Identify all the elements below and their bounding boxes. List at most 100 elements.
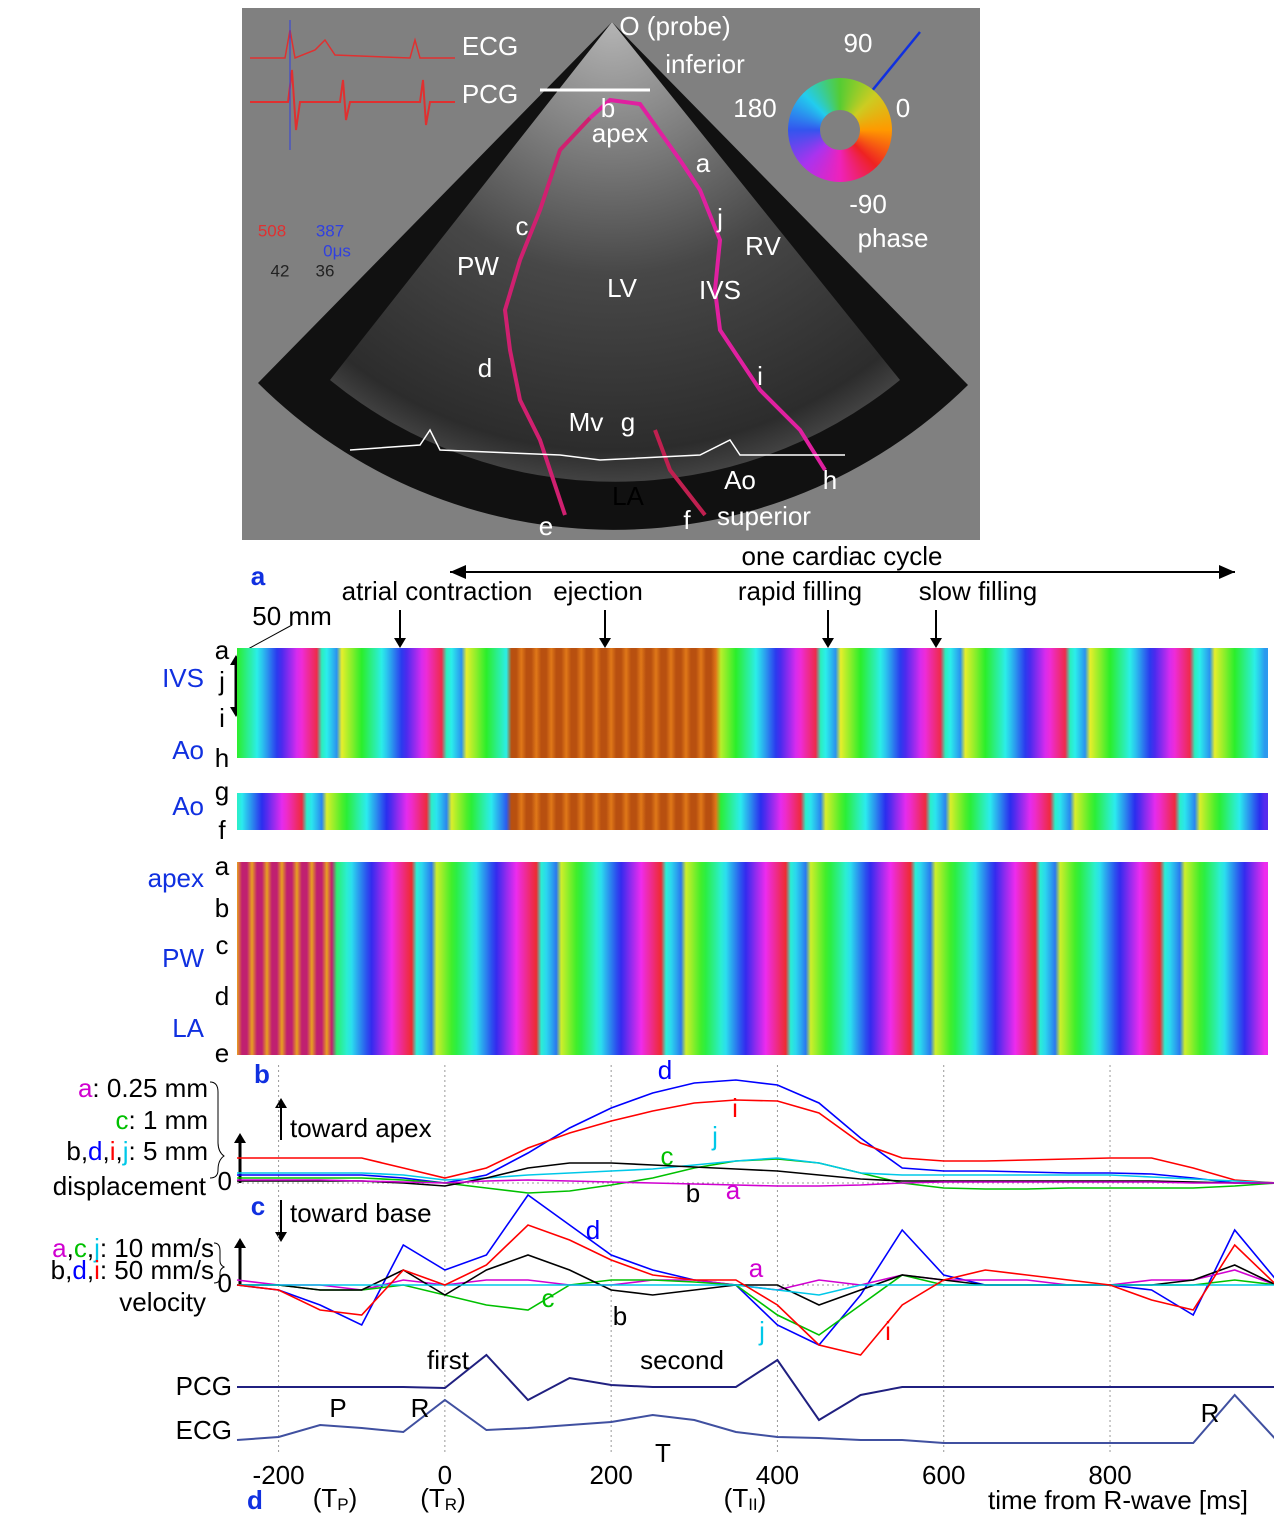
echo-label: i bbox=[757, 361, 763, 391]
echo-label: Ao bbox=[724, 465, 756, 495]
echo-label: RV bbox=[745, 231, 781, 261]
panel-letter: c bbox=[251, 1191, 265, 1221]
row-region: PW bbox=[162, 943, 204, 973]
echo-label: d bbox=[478, 353, 492, 383]
echo-label: apex bbox=[592, 118, 648, 148]
note-text: (T bbox=[724, 1483, 749, 1513]
scale-part: d bbox=[88, 1136, 102, 1166]
row-region: Ao bbox=[172, 791, 204, 821]
annotation: toward apex bbox=[290, 1113, 432, 1143]
base-arrowhead bbox=[275, 1232, 287, 1242]
timing-note: (TII) bbox=[724, 1483, 767, 1515]
scale-part: a bbox=[78, 1073, 93, 1103]
disp-arrowhead bbox=[234, 1133, 246, 1143]
scale-part: j bbox=[122, 1136, 129, 1166]
wave-label: T bbox=[655, 1438, 671, 1468]
series-line bbox=[237, 1225, 1274, 1355]
row-letter: d bbox=[215, 981, 229, 1011]
row-letter: b bbox=[215, 893, 229, 923]
event-arrowhead bbox=[599, 638, 611, 648]
series-label: j bbox=[758, 1316, 765, 1346]
scale-part: b bbox=[51, 1255, 65, 1285]
series-label: b bbox=[686, 1178, 700, 1208]
row-letter: a bbox=[215, 851, 230, 881]
row-region: LA bbox=[172, 1013, 204, 1043]
apex-arrowhead bbox=[275, 1098, 287, 1108]
echo-label: 0 bbox=[896, 93, 910, 123]
event-label: ejection bbox=[553, 576, 643, 606]
phase-map bbox=[237, 648, 1268, 758]
note-text: (T bbox=[420, 1483, 445, 1513]
echo-label: PCG bbox=[462, 79, 518, 109]
panel-letter: b bbox=[254, 1059, 270, 1089]
figure-canvas: ECGPCGO (probe)inferiorbapexajRVIVSLVPWc… bbox=[0, 0, 1274, 1517]
annotation: toward base bbox=[290, 1198, 432, 1228]
note-end: ) bbox=[758, 1483, 767, 1513]
y-label: displacement bbox=[53, 1171, 207, 1201]
echo-readout: 42 bbox=[271, 261, 290, 280]
series-label: a bbox=[749, 1253, 764, 1283]
wave-label: R bbox=[1201, 1398, 1220, 1428]
y-tick-label: 0 bbox=[218, 1166, 232, 1196]
phase-wheel bbox=[788, 78, 892, 182]
vel-arrowhead bbox=[234, 1238, 246, 1248]
series-label: d bbox=[586, 1215, 600, 1245]
scale-part: c bbox=[116, 1105, 129, 1135]
echo-label: inferior bbox=[665, 49, 745, 79]
echo-label: g bbox=[621, 407, 635, 437]
scale-part: : 5 mm bbox=[129, 1136, 208, 1166]
scale-part: : 1 mm bbox=[129, 1105, 208, 1135]
echo-label: -90 bbox=[849, 189, 887, 219]
event-label: slow filling bbox=[919, 576, 1038, 606]
series-label: d bbox=[658, 1055, 672, 1085]
scale-label: a: 0.25 mm bbox=[78, 1073, 208, 1103]
echo-label: e bbox=[539, 511, 553, 541]
echo-readout: 36 bbox=[316, 261, 335, 280]
row-letter: i bbox=[219, 703, 225, 733]
series-label: i bbox=[885, 1316, 891, 1346]
row-letter: f bbox=[218, 815, 226, 845]
x-tick-label: 600 bbox=[922, 1460, 965, 1490]
echo-label: PW bbox=[457, 251, 499, 281]
echo-label: f bbox=[683, 505, 691, 535]
series-line bbox=[237, 1355, 1274, 1420]
series-label: i bbox=[732, 1093, 738, 1123]
scale-label: 50 mm bbox=[252, 601, 331, 631]
echo-label: LV bbox=[607, 273, 638, 303]
scale-part: : 0.25 mm bbox=[92, 1073, 208, 1103]
echo-label: 180 bbox=[733, 93, 776, 123]
event-label: rapid filling bbox=[738, 576, 862, 606]
echo-label: LA bbox=[612, 481, 644, 511]
x-tick-label: 200 bbox=[589, 1460, 632, 1490]
note-sub: P bbox=[337, 1495, 348, 1514]
scale-part: , bbox=[65, 1255, 72, 1285]
note-end: ) bbox=[349, 1483, 358, 1513]
wave-label: second bbox=[640, 1345, 724, 1375]
series-label: b bbox=[613, 1301, 627, 1331]
series-label: j bbox=[711, 1121, 718, 1151]
x-label: time from R-wave [ms] bbox=[988, 1485, 1248, 1515]
echo-label: IVS bbox=[699, 275, 741, 305]
series-label: a bbox=[726, 1175, 741, 1205]
event-label: atrial contraction bbox=[342, 576, 533, 606]
disp-brace bbox=[210, 1082, 224, 1178]
note-sub: II bbox=[748, 1495, 757, 1514]
scale-label: b,d,i,j: 5 mm bbox=[66, 1136, 208, 1166]
row-letter: j bbox=[218, 666, 225, 696]
echo-label: c bbox=[516, 211, 529, 241]
event-arrowhead bbox=[822, 638, 834, 648]
scale-part: , bbox=[81, 1136, 88, 1166]
scale-part: , bbox=[87, 1255, 94, 1285]
wave-label: P bbox=[329, 1393, 346, 1423]
event-arrowhead bbox=[394, 638, 406, 648]
y-label: velocity bbox=[119, 1287, 206, 1317]
series-label: c bbox=[542, 1283, 555, 1313]
row-letter: c bbox=[216, 930, 229, 960]
signal-label: ECG bbox=[176, 1415, 232, 1445]
row-letter: e bbox=[215, 1038, 229, 1068]
echo-label: superior bbox=[717, 501, 811, 531]
timing-note: (TR) bbox=[420, 1483, 466, 1515]
cycle-label: one cardiac cycle bbox=[742, 541, 943, 571]
panel-letter: d bbox=[247, 1485, 263, 1515]
phase-map bbox=[237, 862, 1268, 1055]
